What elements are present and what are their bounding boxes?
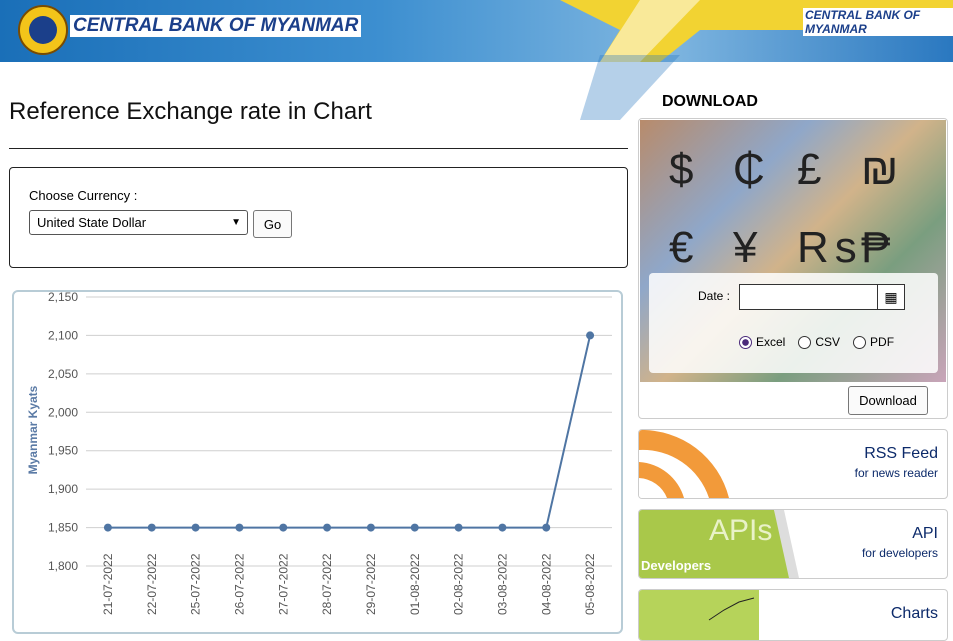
image-word: APIs [709,514,773,547]
x-tick-label: 27-07-2022 [276,553,290,615]
download-button[interactable]: Download [848,386,928,415]
header: CENTRAL BANK OF MYANMAR CENTRAL BANK OF … [0,0,953,62]
corner-title[interactable]: CENTRAL BANK OF MYANMAR [803,8,953,36]
x-tick-label: 02-08-2022 [452,553,466,615]
point [410,523,419,532]
x-tick-label: 29-07-2022 [364,553,378,615]
point [586,331,595,340]
currency-select[interactable]: United State Dollar ▼ [29,210,248,235]
date-label: Date : [698,289,731,303]
point [366,523,375,532]
format-label: CSV [815,335,841,349]
format-options: Excel CSV PDF [739,335,894,349]
x-tick-label: 05-08-2022 [583,553,597,615]
point [279,523,288,532]
api-image [639,510,799,578]
format-option[interactable]: Excel [739,335,785,349]
download-card: $ ₵ £ ₪ € ¥ Rs₱ Date : ▦ Excel CSV PDF Download [638,118,948,419]
x-tick-label: 25-07-2022 [189,553,203,615]
divider [9,148,628,149]
currency-symbol: € [669,223,700,272]
banner-tail [580,55,680,120]
page-title: Reference Exchange rate in Chart [9,98,372,125]
download-heading: DOWNLOAD [659,93,761,111]
point [103,523,112,532]
point [542,523,551,532]
y-tick-label: 2,000 [48,405,78,419]
charts-image [639,590,759,640]
y-tick-label: 2,150 [48,290,78,304]
image-word: Developers [641,558,712,573]
currency-symbol: $ [669,145,700,194]
point [191,523,200,532]
format-option[interactable]: CSV [798,335,840,349]
x-tick-label: 04-08-2022 [539,553,553,615]
api-card[interactable]: APIs Developers API for developers [638,509,948,579]
currency-symbols: $ ₵ £ ₪ € ¥ Rs₱ [669,131,939,287]
currency-symbol: ¥ [733,223,764,272]
x-tick-label: 21-07-2022 [101,553,115,615]
y-axis-label: Myanmar Kyats [26,385,40,474]
link-title: Charts [890,605,938,622]
x-tick-label: 22-07-2022 [145,553,159,615]
site-title[interactable]: CENTRAL BANK OF MYANMAR [70,15,362,37]
rss-card[interactable]: RSS Feed for news reader [638,429,948,499]
y-tick-label: 2,050 [48,367,78,381]
rss-icon [639,430,729,498]
point [235,523,244,532]
chart: Myanmar Kyats 1,800 1,850 1,900 1,950 2,000 2… [26,290,612,615]
point [147,523,156,532]
y-tick-label: 1,950 [48,444,78,458]
calendar-icon[interactable]: ▦ [877,285,904,309]
point [498,523,507,532]
x-tick-label: 03-08-2022 [495,553,509,615]
x-tick-label: 26-07-2022 [232,553,246,615]
selected-currency: United State Dollar [37,215,147,230]
format-label: PDF [870,335,895,349]
y-tick-label: 1,850 [48,521,78,535]
form-label: Choose Currency : [29,188,138,203]
point [454,523,463,532]
line [107,335,592,529]
x-tick-label: 01-08-2022 [408,553,422,615]
link-title: RSS Feed [864,445,938,462]
link-subtitle: for developers [861,546,938,560]
currency-form: Choose Currency : United State Dollar ▼ G… [9,167,628,268]
currency-symbol: ₵ [733,145,771,194]
currency-symbol: Rs [797,223,863,272]
radio[interactable] [739,335,752,349]
currency-symbol: ₪ [861,145,905,194]
radio[interactable] [798,335,812,349]
go-button[interactable]: Go [253,210,292,238]
date-input[interactable]: ▦ [739,284,905,310]
charts-card[interactable]: Charts [638,589,948,641]
link-subtitle: for news reader [854,466,938,480]
format-option[interactable]: PDF [853,335,894,349]
x-tick-label: 28-07-2022 [320,553,334,615]
format-label: Excel [756,335,786,349]
point [323,523,332,532]
radio[interactable] [853,335,867,349]
date-panel: Date : ▦ Excel CSV PDF [649,273,938,373]
currency-symbol: £ [797,145,828,194]
y-tick-label: 1,800 [48,559,78,573]
y-tick-label: 1,900 [48,482,78,496]
currency-symbol: ₱ [861,223,897,272]
link-title: API [912,525,938,542]
y-tick-label: 2,100 [48,328,78,342]
